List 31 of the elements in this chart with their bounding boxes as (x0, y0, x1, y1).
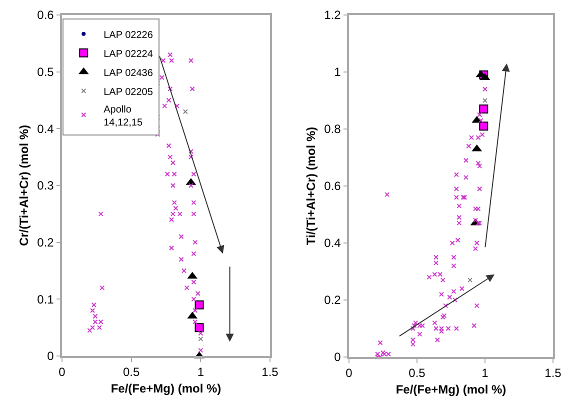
legend-label: LAP 02224 (104, 48, 154, 60)
x-axis-title: Fe/(Fe+Mg) (mol %) (110, 382, 222, 396)
y-axis-title: Cr/(Ti+Al+Cr) (mol %) (16, 124, 31, 246)
y-tick-label: 0.8 (324, 122, 342, 136)
y-tick-label: 0.2 (324, 293, 342, 308)
y-tick-label: 0.4 (324, 236, 342, 250)
x-tick-label: 0 (58, 365, 66, 380)
x-tick-label: 1.5 (544, 366, 562, 380)
y-tick-label: 0.4 (37, 122, 54, 136)
x-tick-label: 1 (197, 365, 204, 380)
x-axis-title: Fe/(Fe+Mg) (mol %) (396, 382, 506, 397)
legend-label: LAP 02226 (104, 30, 154, 41)
y-tick-label: 0.6 (324, 179, 342, 194)
y-tick-label: 1.2 (324, 8, 342, 22)
y-tick-label: 0.1 (37, 292, 54, 306)
y-tick-label: 1 (334, 65, 342, 80)
x-tick-label: 0.5 (408, 366, 426, 380)
y-tick-label: 0.6 (37, 8, 54, 22)
x-tick-label: 0 (346, 366, 353, 380)
legend-label: LAP 02436 (104, 68, 154, 79)
x-tick-label: 1 (482, 366, 489, 380)
y-tick-label: 0 (47, 349, 54, 364)
x-tick-label: 0.5 (122, 365, 140, 380)
x-tick-label: 1.5 (262, 365, 279, 380)
legend-label: Apollo 14,12,15 (104, 104, 143, 128)
y-tick-label: 0 (334, 350, 342, 364)
y-tick-label: 0.2 (37, 236, 54, 250)
y-tick-label: 0.5 (37, 65, 54, 80)
y-tick-label: 0.3 (37, 178, 54, 193)
y-axis-title: Ti/(Ti+Al+Cr) (mol %) (304, 126, 318, 246)
legend-label: LAP 02205 (104, 86, 154, 98)
